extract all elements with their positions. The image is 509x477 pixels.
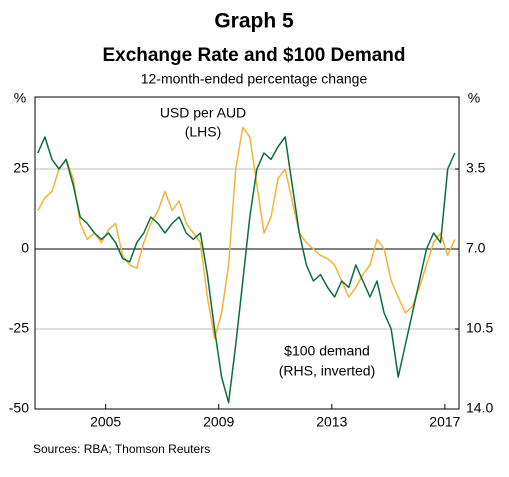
x-tick-label: 2005 [90,414,121,430]
x-tick-label: 2013 [316,414,347,430]
annotation: USD per AUD [160,105,246,121]
annotation: (LHS) [185,124,222,140]
y2-tick-label: 3.5 [466,160,486,176]
plot-frame [34,96,460,410]
y-tick-label: 25 [13,160,29,176]
source: Sources: RBA; Thomson Reuters [33,442,210,456]
y-tick-label: -25 [9,320,29,336]
y-tick-label: -50 [9,400,29,416]
y-axis-label: % [14,90,26,106]
annotation: (RHS, inverted) [279,363,375,379]
y2-tick-label: 10.5 [466,320,493,336]
annotation: $100 demand [284,343,370,359]
chart-subtitle: Exchange Rate and $100 Demand [102,45,405,66]
chart-caption: 12-month-ended percentage change [141,71,368,87]
y2-axis-label: % [468,90,480,106]
series-line [37,126,456,340]
y2-tick-label: 14.0 [466,400,493,416]
x-tick-label: 2017 [429,414,460,430]
chart-title: Graph 5 [214,10,294,33]
series-line [37,136,456,404]
y-tick-label: 0 [21,240,29,256]
x-tick-label: 2009 [203,414,234,430]
y2-tick-label: 7.0 [466,240,486,256]
